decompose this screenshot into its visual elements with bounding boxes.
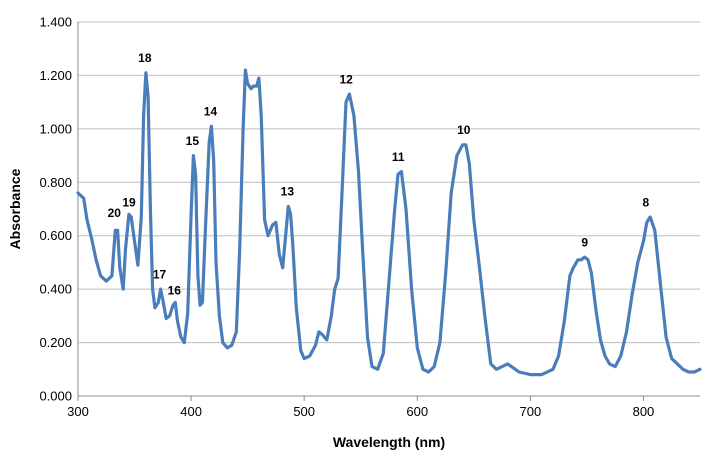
y-tick-labels: 0.000 0.200 0.400 0.600 0.800 1.000 1.200 1.400: [39, 15, 72, 404]
x-tick-labels: 300 400 500 600 700 800: [67, 404, 654, 419]
x-tick-label: 500: [293, 404, 315, 419]
peak-label: 17: [153, 267, 167, 281]
peak-label: 11: [392, 150, 405, 164]
y-tick-label: 0.600: [39, 228, 72, 243]
series-lines: [76, 68, 702, 377]
axes: [77, 22, 700, 401]
peak-label: 15: [186, 134, 200, 148]
x-tick-label: 800: [633, 404, 655, 419]
peak-label: 14: [204, 105, 218, 119]
y-tick-label: 1.000: [39, 121, 72, 136]
x-tick-label: 300: [67, 404, 89, 419]
peak-label: 13: [281, 185, 295, 199]
y-tick-label: 0.000: [39, 389, 72, 404]
peak-label: 8: [643, 195, 650, 209]
series-line-0: [76, 68, 702, 377]
peak-label: 9: [581, 235, 588, 249]
y-tick-label: 0.400: [39, 282, 72, 297]
peak-label: 18: [138, 51, 152, 65]
x-tick-label: 400: [180, 404, 202, 419]
peak-label: 16: [168, 284, 182, 298]
peak-label: 12: [339, 72, 353, 86]
peak-label: 19: [122, 195, 136, 209]
x-tick-label: 600: [406, 404, 428, 419]
peak-label: 10: [457, 123, 471, 137]
y-tick-label: 1.400: [39, 15, 72, 30]
x-axis-title: Wavelength (nm): [333, 434, 445, 450]
gridlines: [78, 21, 700, 344]
y-tick-label: 0.200: [39, 335, 72, 350]
y-tick-label: 1.200: [39, 68, 72, 83]
y-tick-label: 0.800: [39, 175, 72, 190]
x-tick-label: 700: [520, 404, 542, 419]
y-axis-title: Absorbance: [7, 168, 23, 249]
peak-label: 20: [108, 206, 122, 220]
